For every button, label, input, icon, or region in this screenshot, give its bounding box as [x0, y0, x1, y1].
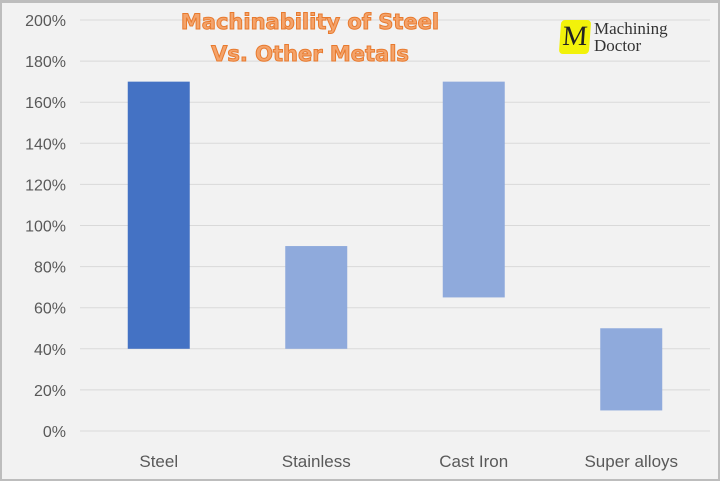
y-tick-label: 180% [25, 54, 66, 71]
x-tick-label: Super alloys [584, 452, 678, 471]
bar-super-alloys [600, 328, 663, 411]
x-tick-label: Stainless [282, 452, 351, 471]
logo-mark: M [558, 20, 592, 54]
y-tick-label: 20% [34, 383, 66, 400]
y-tick-label: 160% [25, 95, 66, 112]
y-tick-label: 80% [34, 260, 66, 277]
y-tick-label: 200% [25, 13, 66, 30]
logo-line-1: Machining [594, 19, 668, 38]
y-tick-label: 140% [25, 136, 66, 153]
chart-title: Machinability of Steel Vs. Other Metals [150, 6, 470, 70]
y-tick-label: 120% [25, 177, 66, 194]
logo-line-2: Doctor [594, 36, 642, 55]
y-tick-label: 0% [43, 424, 66, 441]
bar-stainless [285, 246, 348, 349]
y-tick-label: 100% [25, 219, 66, 236]
x-tick-label: Steel [139, 452, 178, 471]
x-tick-label: Cast Iron [439, 452, 508, 471]
machining-doctor-logo: M Machining Doctor [558, 19, 668, 55]
bar-steel [127, 81, 190, 349]
title-line-2: Vs. Other Metals [211, 42, 410, 67]
bar-cast-iron [442, 81, 505, 298]
y-tick-label: 40% [34, 342, 66, 359]
title-line-1: Machinability of Steel [180, 10, 440, 35]
y-tick-label: 60% [34, 301, 66, 318]
